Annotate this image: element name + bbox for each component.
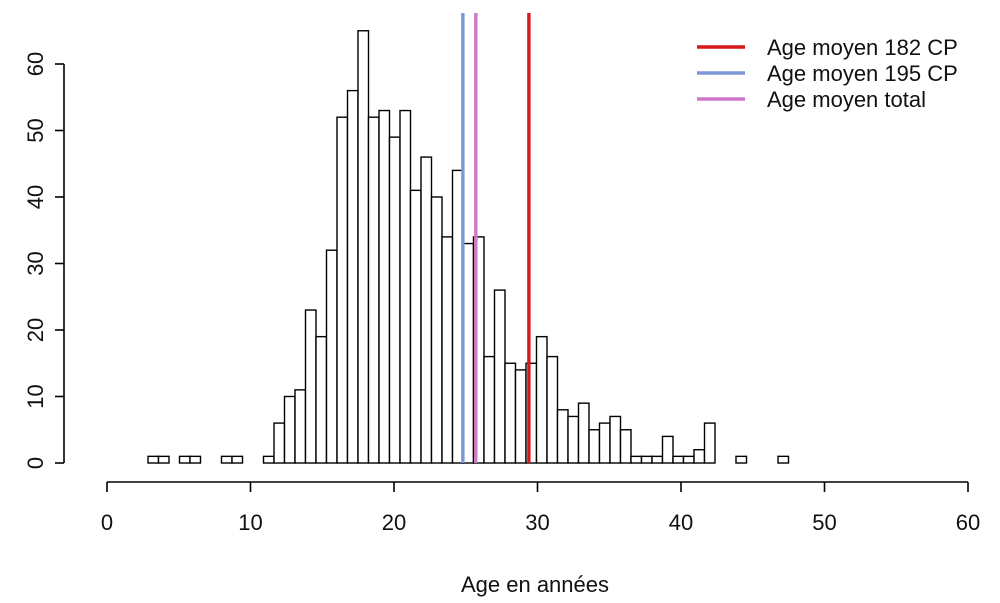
y-tick-label: 60 <box>23 52 48 76</box>
histogram-bar <box>325 249 338 464</box>
histogram-bar <box>567 415 580 464</box>
histogram-bar <box>535 335 548 464</box>
histogram-bar <box>483 355 496 464</box>
histogram-bar <box>514 369 527 464</box>
histogram-bar <box>504 362 517 464</box>
histogram-bar <box>630 455 643 464</box>
x-tick-label: 30 <box>525 510 549 535</box>
histogram-bar <box>430 196 443 464</box>
histogram-bars <box>147 30 790 464</box>
histogram-bar <box>357 30 370 464</box>
x-tick-label: 60 <box>956 510 980 535</box>
y-tick-label: 50 <box>23 118 48 142</box>
histogram-bar <box>588 429 601 464</box>
histogram-bar <box>493 289 506 464</box>
histogram-bar <box>378 109 391 464</box>
histogram-bar <box>388 136 401 464</box>
y-tick-label: 10 <box>23 384 48 408</box>
y-tick-label: 30 <box>23 251 48 275</box>
legend-label: Age moyen 182 CP <box>767 35 958 60</box>
histogram-bar <box>735 455 748 464</box>
histogram-bar <box>220 455 233 464</box>
y-tick-label: 20 <box>23 318 48 342</box>
histogram-bar <box>304 309 317 464</box>
y-tick-label: 0 <box>23 457 48 469</box>
histogram-bar <box>777 455 790 464</box>
histogram-bar <box>315 335 328 464</box>
histogram-bar <box>346 89 359 464</box>
histogram-bar <box>672 455 685 464</box>
histogram-bar <box>273 422 286 464</box>
legend-label: Age moyen total <box>767 87 926 112</box>
histogram-bar <box>294 389 307 464</box>
histogram-bar <box>231 455 244 464</box>
histogram-bar <box>178 455 191 464</box>
histogram-bar <box>546 355 559 464</box>
histogram-bar <box>336 116 349 464</box>
x-tick-label: 0 <box>101 510 113 535</box>
legend-label: Age moyen 195 CP <box>767 61 958 86</box>
histogram-bar <box>283 395 296 464</box>
reference-lines <box>461 13 531 463</box>
histogram-bar <box>693 449 706 464</box>
histogram-bar <box>262 455 275 464</box>
histogram-bar <box>147 455 160 464</box>
y-tick-label: 40 <box>23 185 48 209</box>
histogram-bar <box>651 455 664 464</box>
histogram-bar <box>367 116 380 464</box>
histogram-bar <box>441 236 454 464</box>
x-tick-label: 10 <box>238 510 262 535</box>
x-tick-label: 50 <box>812 510 836 535</box>
histogram-bar <box>420 156 433 464</box>
histogram-bar <box>399 109 412 464</box>
x-axis: 0 10 20 30 40 50 60 <box>101 481 980 535</box>
x-tick-label: 40 <box>669 510 693 535</box>
histogram-bar <box>682 455 695 464</box>
histogram-bar <box>661 435 674 464</box>
histogram-bar <box>640 455 653 464</box>
histogram-bar <box>598 422 611 464</box>
y-axis: 0 10 20 30 40 50 60 <box>23 52 65 469</box>
histogram-bar <box>556 409 569 464</box>
histogram-bar <box>472 236 485 464</box>
x-axis-title: Age en années <box>461 572 609 597</box>
histogram-bar <box>577 402 590 464</box>
histogram-bar <box>619 429 632 464</box>
histogram-bar <box>703 422 716 464</box>
histogram-bar <box>609 415 622 464</box>
x-tick-label: 20 <box>382 510 406 535</box>
histogram-bar <box>189 455 202 464</box>
histogram-bar <box>409 189 422 464</box>
histogram-bar <box>157 455 170 464</box>
